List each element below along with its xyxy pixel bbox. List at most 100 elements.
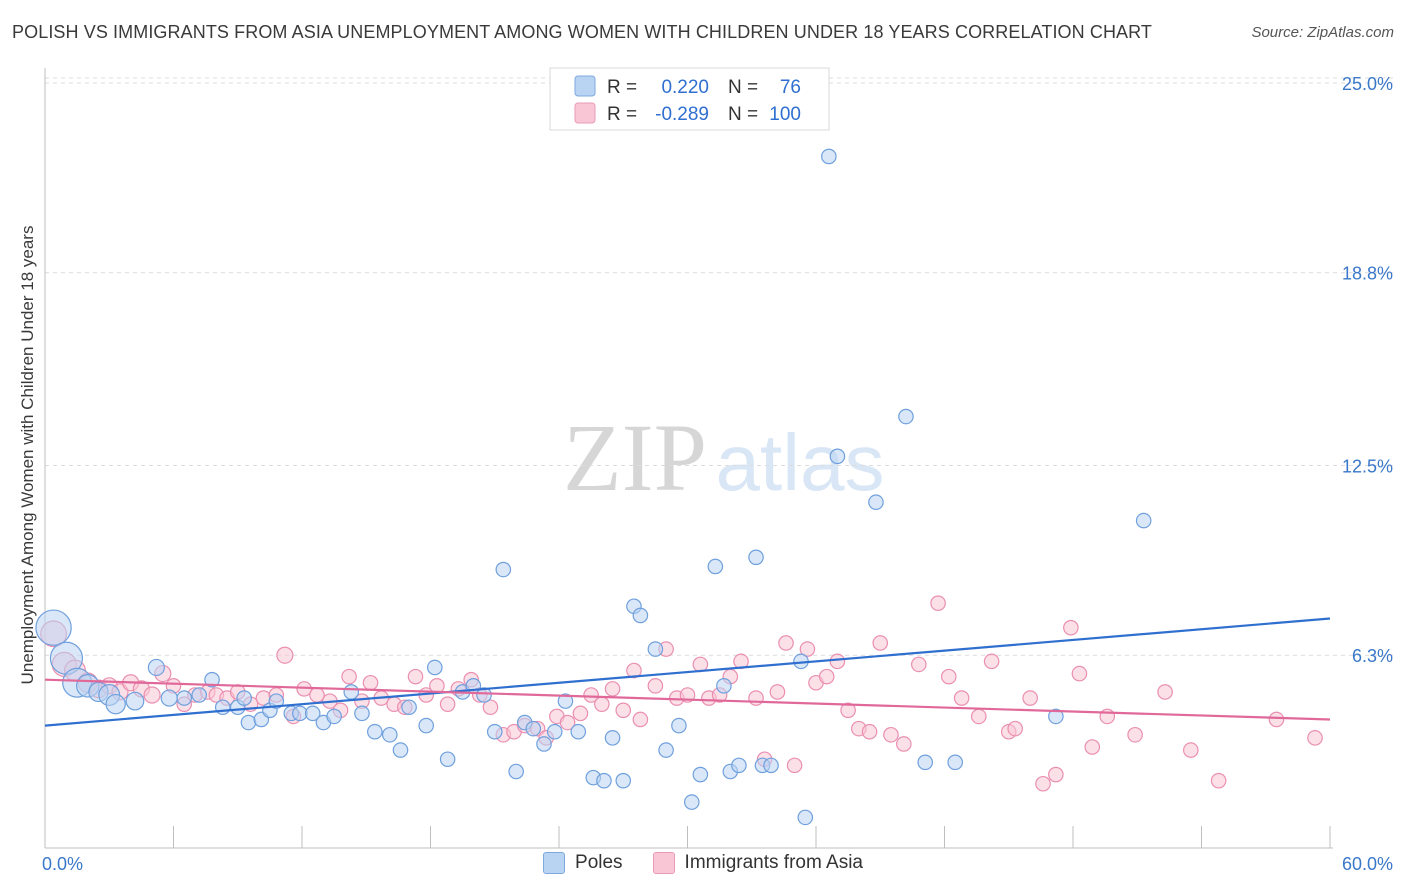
poles-point-33 (439, 751, 456, 768)
poles-point-16 (240, 714, 257, 731)
poles-point-12 (204, 671, 220, 688)
asia-point-50 (594, 696, 610, 712)
poles-point-49 (615, 772, 632, 789)
asia-point-78 (896, 736, 912, 752)
poles-point-53 (658, 742, 674, 758)
y-tick-label-0: 6.3% (1352, 646, 1393, 666)
asia-point-97 (1210, 772, 1227, 789)
asia-point-53 (626, 662, 642, 679)
poles-point-48 (604, 730, 621, 746)
asia-point-77 (883, 726, 899, 743)
poles-point-26 (354, 705, 370, 722)
legend-label-asia: Immigrants from Asia (684, 852, 863, 873)
asia-point-69 (799, 641, 816, 657)
asia-point-48 (572, 705, 589, 722)
legend-item-asia[interactable]: Immigrants from Asia (652, 852, 863, 874)
poles-point-54 (671, 717, 687, 734)
x-tick-label-0: 0.0% (42, 854, 83, 874)
asia-point-92 (1084, 739, 1101, 755)
asia-point-52 (615, 702, 632, 719)
poles-point-68 (868, 494, 884, 511)
asia-point-84 (983, 653, 1000, 670)
legend-n-label-poles: N = (728, 77, 758, 98)
legend-r-label-poles: R = (607, 77, 637, 98)
asia-point-86 (1007, 720, 1023, 737)
legend-r-value-poles: 0.220 (661, 77, 709, 98)
asia-point-96 (1182, 742, 1199, 758)
poles-point-52 (647, 641, 664, 657)
poles-point-43 (546, 723, 563, 740)
poles-point-11 (191, 687, 207, 703)
asia-point-64 (748, 690, 764, 706)
asia-point-87 (1022, 690, 1038, 706)
legend-swatch-asia (574, 102, 596, 124)
poles-point-36 (476, 687, 492, 703)
asia-point-72 (829, 653, 846, 670)
legend-item-poles[interactable]: Poles (543, 852, 623, 874)
trend-line-poles (44, 617, 1331, 727)
asia-point-27 (341, 668, 357, 685)
y-tick-label-2: 18.8% (1342, 264, 1393, 284)
asia-point-9 (143, 686, 161, 704)
poles-point-38 (495, 561, 512, 578)
asia-point-81 (940, 668, 957, 685)
asia-point-55 (647, 678, 664, 694)
poles-point-0 (35, 609, 72, 646)
poles-point-30 (401, 699, 417, 716)
asia-point-90 (1063, 619, 1079, 636)
poles-point-19 (268, 693, 285, 709)
series-immigrants-from-asia (40, 595, 1323, 792)
asia-point-47 (559, 714, 576, 731)
poles-point-25 (343, 684, 360, 700)
poles-point-28 (382, 726, 398, 743)
poles-point-8 (147, 658, 165, 677)
poles-point-51 (632, 607, 649, 624)
asia-point-88 (1035, 775, 1051, 792)
poles-point-57 (707, 558, 724, 575)
legend-r-value-asia: -0.289 (655, 104, 709, 125)
asia-point-75 (861, 723, 878, 740)
trend-lines (44, 617, 1331, 727)
asia-point-91 (1071, 665, 1088, 682)
asia-point-89 (1048, 766, 1064, 783)
poles-point-41 (525, 720, 542, 737)
asia-point-21 (276, 646, 294, 664)
asia-point-68 (786, 757, 803, 774)
poles-point-7 (125, 691, 145, 711)
asia-point-73 (840, 702, 856, 719)
asia-point-67 (778, 635, 794, 651)
legend-swatch-poles-bottom (543, 852, 566, 874)
poles-point-32 (426, 659, 443, 676)
poles-point-72 (1048, 708, 1064, 725)
poles-point-73 (1135, 512, 1152, 529)
legend-r-label-asia: R = (607, 104, 637, 125)
poles-point-63 (763, 757, 779, 774)
poles-point-56 (692, 766, 709, 783)
poles-point-27 (367, 723, 383, 740)
y-tick-label-3: 25.0% (1342, 74, 1393, 94)
legend-n-value-poles: 76 (780, 77, 801, 98)
asia-point-40 (482, 699, 499, 716)
asia-point-36 (439, 696, 456, 712)
poles-point-24 (326, 708, 342, 725)
legend-swatch-poles (574, 75, 596, 97)
poles-point-21 (292, 705, 308, 722)
tick-labels: 6.3% 12.5% 18.8% 25.0% 0.0% 60.0% (42, 74, 1393, 874)
asia-point-59 (692, 656, 709, 673)
asia-point-82 (953, 690, 970, 706)
source-label: Source: ZipAtlas.com (1251, 24, 1394, 41)
asia-point-29 (362, 674, 379, 691)
poles-point-60 (731, 757, 747, 774)
poles-point-9 (160, 689, 178, 707)
poles-point-65 (797, 809, 814, 826)
asia-point-24 (309, 687, 325, 703)
asia-point-49 (583, 687, 599, 703)
poles-point-37 (486, 723, 503, 740)
chart-title: POLISH VS IMMIGRANTS FROM ASIA UNEMPLOYM… (12, 22, 1153, 42)
asia-point-76 (872, 635, 889, 651)
poles-point-61 (748, 549, 764, 566)
legend-box (549, 67, 830, 131)
legend-label-poles: Poles (575, 852, 623, 873)
asia-point-98 (1268, 711, 1285, 728)
